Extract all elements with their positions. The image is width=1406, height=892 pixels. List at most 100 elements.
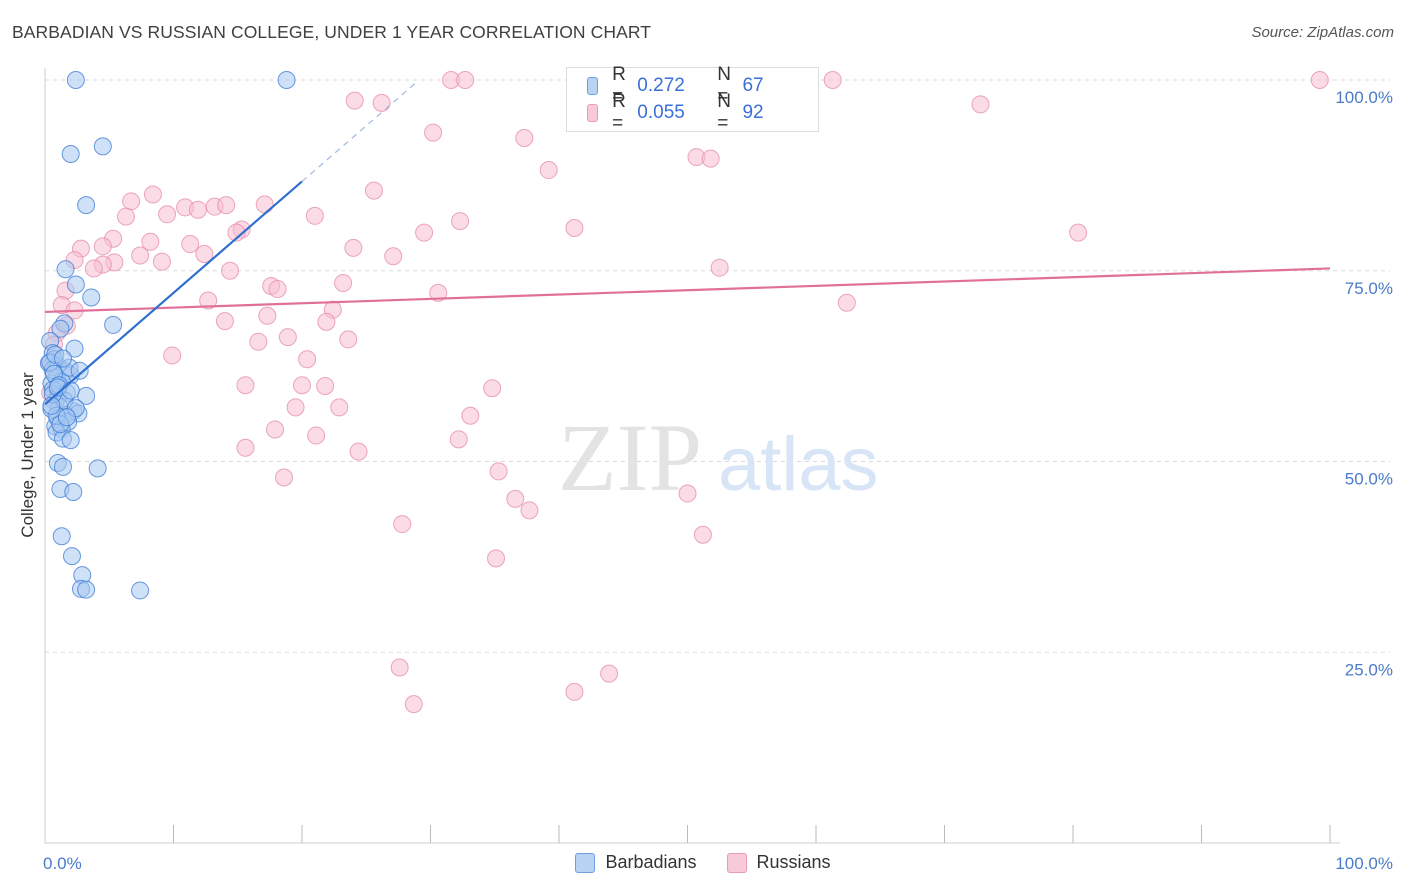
russians-point	[429, 283, 448, 302]
source-credit: Source: ZipAtlas.com	[1251, 24, 1394, 41]
y-tick-label: 50.0%	[1345, 470, 1393, 489]
legend-r-value: 0.055	[637, 102, 685, 123]
russians-point	[449, 430, 468, 449]
legend-item-barbadians[interactable]: Barbadians	[575, 852, 697, 873]
russians-point	[84, 259, 103, 278]
russians-point	[217, 196, 236, 215]
russians-point	[506, 489, 525, 508]
russians-point	[971, 95, 990, 114]
russians-point	[349, 442, 368, 461]
stats-legend: R = 0.272 N = 67 R = 0.055 N = 92	[566, 64, 822, 134]
russians-point	[188, 200, 207, 219]
russians-point	[334, 273, 353, 292]
russians-point	[305, 206, 324, 225]
barbadians-point	[66, 275, 85, 294]
barbadians-point	[64, 483, 83, 502]
russians-point	[489, 462, 508, 481]
russians-point	[710, 258, 729, 277]
barbadians-point	[77, 580, 96, 599]
trendlines	[44, 80, 1331, 406]
russians-point	[131, 246, 150, 265]
y-axis-title: College, Under 1 year	[18, 372, 37, 538]
russians-point	[344, 238, 363, 257]
russians-point	[266, 420, 285, 439]
legend-n-label: N =	[717, 91, 732, 134]
legend-n-value: 67	[742, 75, 764, 96]
russians-point	[221, 261, 240, 280]
russians-point	[678, 484, 697, 503]
legend-label-barbadians: Barbadians	[605, 852, 697, 872]
russians-point	[415, 223, 434, 242]
russians-trendline	[44, 267, 1331, 314]
barbadians-point	[61, 431, 80, 450]
legend-n-value: 92	[742, 102, 764, 123]
barbadians-point	[52, 527, 71, 546]
russians-point	[181, 235, 200, 254]
russians-point	[255, 195, 274, 214]
legend-swatch-russians	[726, 852, 747, 873]
russians-point	[364, 181, 383, 200]
y-tick-label: 75.0%	[1345, 279, 1393, 298]
russians-point	[1310, 71, 1329, 89]
russians-point	[823, 71, 842, 89]
barbadians-point	[93, 137, 112, 156]
russians-point	[701, 149, 720, 168]
legend-swatch-barbadians	[575, 852, 596, 873]
legend-n-label: N =	[717, 64, 732, 107]
series-legend: Barbadians Russians	[0, 852, 1406, 873]
russians-point	[278, 328, 297, 347]
series-barbadians	[39, 71, 296, 600]
russians-point	[1069, 223, 1088, 242]
russians-point	[565, 682, 584, 701]
x-tick-label: 100.0%	[1335, 854, 1393, 873]
barbadians-point	[56, 260, 75, 279]
russians-point	[293, 376, 311, 395]
russians-point	[152, 252, 171, 271]
russians-point	[116, 207, 135, 226]
russians-point	[275, 468, 294, 487]
legend-item-russians[interactable]: Russians	[726, 852, 831, 873]
barbadians-point	[70, 361, 89, 380]
russians-point	[199, 291, 218, 310]
russians-point	[390, 658, 409, 677]
watermark-atlas: atlas	[718, 422, 879, 507]
barbadians-trendline	[44, 180, 303, 406]
russians-point	[487, 549, 506, 568]
russians-point	[565, 219, 584, 238]
russians-point	[163, 346, 182, 365]
russians-point	[693, 525, 712, 544]
legend-r-value: 0.272	[637, 75, 685, 96]
barbadians-point	[66, 71, 85, 89]
series-russians	[41, 71, 1329, 714]
russians-point	[316, 376, 335, 395]
russians-point	[258, 306, 277, 325]
russians-point	[195, 244, 214, 263]
watermark: ZIP atlas	[558, 404, 879, 511]
russians-point	[384, 247, 403, 266]
russians-point	[539, 161, 558, 180]
gridlines	[45, 79, 1390, 653]
axes	[44, 68, 1340, 844]
russians-point	[317, 312, 336, 331]
russians-point	[298, 350, 317, 369]
russians-point	[424, 123, 443, 142]
russians-point	[451, 212, 470, 231]
russians-point	[141, 232, 160, 251]
russians-point	[286, 398, 305, 417]
russians-point	[456, 71, 475, 89]
watermark-zip: ZIP	[558, 404, 702, 511]
russians-point	[268, 280, 287, 299]
russians-point	[345, 91, 364, 110]
russians-point	[600, 664, 619, 683]
barbadians-point	[88, 459, 107, 478]
russians-point	[515, 128, 534, 147]
russians-point	[236, 376, 255, 395]
russians-point	[483, 379, 502, 398]
legend-swatch-russians	[587, 104, 599, 122]
russians-point	[227, 223, 246, 242]
y-tick-label: 100.0%	[1335, 88, 1393, 107]
russians-point	[339, 330, 358, 349]
y-tick-label: 25.0%	[1345, 660, 1393, 679]
legend-row-russians: R = 0.055 N = 92	[587, 91, 822, 134]
barbadians-point	[53, 457, 72, 476]
